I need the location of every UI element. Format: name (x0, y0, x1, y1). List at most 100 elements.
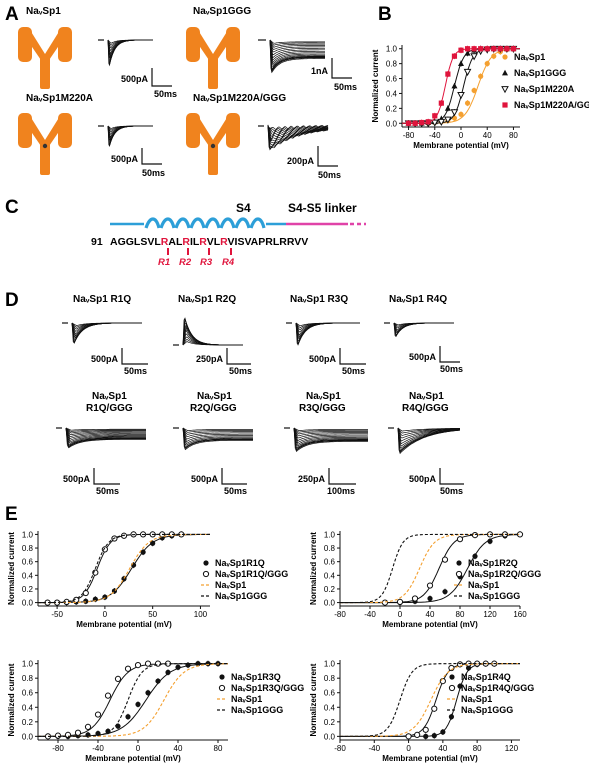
helix-turn-icon (249, 217, 266, 229)
seq-part: VISVAPRLRRVV (228, 236, 309, 248)
data-point (497, 46, 503, 52)
legend-label: NaᵥSp1M220A/GGG (514, 100, 589, 110)
arg-label: R4 (222, 257, 235, 268)
scale-current: 500pA (309, 354, 337, 364)
y-tick-label: 0.4 (324, 703, 336, 712)
legend-label: NaᵥSp1R3Q/GGG (231, 683, 304, 693)
arg-label: R1 (158, 257, 170, 268)
current-trace (393, 322, 454, 337)
seq-part: AGGLSVL (110, 236, 161, 248)
current-traces (182, 427, 253, 451)
legend-label: NaᵥSp1GGG (215, 591, 267, 601)
data-point (437, 118, 446, 127)
y-tick-label: 1.0 (22, 660, 34, 669)
series-line (340, 533, 520, 604)
scale-time: 50ms (334, 82, 357, 92)
legend-label: NaᵥSp1GGG (231, 705, 283, 715)
x-axis-label: Membrane potential (mV) (382, 620, 478, 629)
scale-time: 50ms (229, 366, 252, 376)
data-point (441, 556, 449, 563)
data-point (464, 46, 471, 52)
y-tick-label: 0.6 (386, 75, 398, 84)
current-trace (65, 427, 146, 440)
channel-cartoon (18, 27, 72, 89)
current-trace (269, 39, 325, 56)
current-trace (397, 427, 460, 445)
mutant-item-r2q: NaᵥSp1 R2Q 250pA 50ms (173, 294, 252, 376)
y-tick-label: 0.2 (22, 718, 34, 727)
current-traces (107, 39, 153, 67)
current-trace (269, 39, 325, 66)
data-point (445, 71, 451, 77)
data-point (471, 87, 477, 94)
data-point (463, 68, 472, 77)
x-axis-label: Membrane potential (mV) (382, 754, 478, 763)
y-axis-label: Normalized current (309, 663, 318, 736)
x-tick-label: 80 (509, 131, 518, 140)
y-tick-label: 0.0 (22, 732, 34, 741)
current-trace (293, 427, 368, 439)
x-tick-label: -40 (369, 744, 381, 753)
legend-marker (219, 674, 225, 680)
s4-label: S4 (236, 201, 251, 215)
data-point (134, 661, 142, 669)
scale-time: 50ms (440, 486, 463, 496)
chart-e-r4q: 0.0 0.2 0.4 0.6 0.8 1.0 -80 -40 0 40 80 120 Membrane… (309, 660, 534, 763)
seq-part: IL (190, 236, 200, 248)
current-trace (65, 427, 146, 434)
data-point (422, 726, 429, 733)
legend-label: NaᵥSp1R1Q/GGG (215, 569, 288, 579)
seq-part: VL (207, 236, 221, 248)
scale-bar (121, 348, 148, 365)
data-point (458, 60, 464, 67)
current-trace (293, 427, 368, 446)
x-tick-label: 40 (483, 131, 492, 140)
series-line (38, 533, 211, 604)
mutant-item-r1q: NaᵥSp1 R1Q 500pA 50ms (62, 294, 148, 376)
y-tick-label: 0.8 (324, 544, 336, 553)
current-trace (293, 427, 368, 447)
data-point (74, 729, 82, 736)
x-tick-label: -80 (334, 744, 346, 753)
x-axis-label: Membrane potential (mV) (85, 754, 181, 763)
mutant-item-r4q: NaᵥSp1 R4Q 500pA 50ms (384, 294, 463, 374)
data-point (124, 665, 132, 672)
data-point (412, 120, 418, 126)
seq-start: 91 (91, 236, 103, 248)
seq-arg: R (182, 236, 190, 248)
current-trace (293, 427, 368, 437)
current-trace (65, 427, 146, 436)
current-trace (182, 338, 243, 346)
y-tick-label: 0.6 (324, 689, 336, 698)
legend-label: NaᵥSp1R3Q (231, 672, 281, 682)
current-trace (182, 427, 253, 435)
scale-current: 500pA (63, 474, 91, 484)
data-point (470, 53, 478, 61)
series-line (38, 533, 210, 604)
data-point (140, 549, 146, 555)
y-tick-label: 0.2 (386, 104, 398, 113)
x-tick-label: -80 (403, 131, 415, 140)
data-point (464, 50, 471, 56)
data-point (82, 589, 89, 597)
y-tick-label: 0.8 (386, 60, 398, 69)
x-tick-label: 80 (456, 610, 465, 619)
y-tick-label: 0.6 (22, 558, 34, 567)
y-tick-label: 1.0 (324, 660, 336, 669)
current-trace (65, 427, 146, 431)
scale-time: 50ms (154, 89, 177, 99)
mutation-marker-icon (42, 143, 48, 149)
scale-current: 500pA (409, 474, 437, 484)
x-tick-label: 40 (438, 744, 447, 753)
data-point (405, 733, 412, 740)
scale-bar (328, 468, 356, 485)
current-traces (107, 125, 153, 148)
current-trace (269, 39, 325, 64)
channel-item-ggg: NaᵥSp1GGG 1nA 50ms (186, 6, 357, 92)
data-point (54, 732, 62, 739)
mutant-item-r3q: NaᵥSp1 R3Q 500pA 50ms (286, 294, 366, 376)
legend-marker (502, 69, 508, 76)
series-line (38, 663, 228, 737)
data-point (451, 82, 458, 89)
